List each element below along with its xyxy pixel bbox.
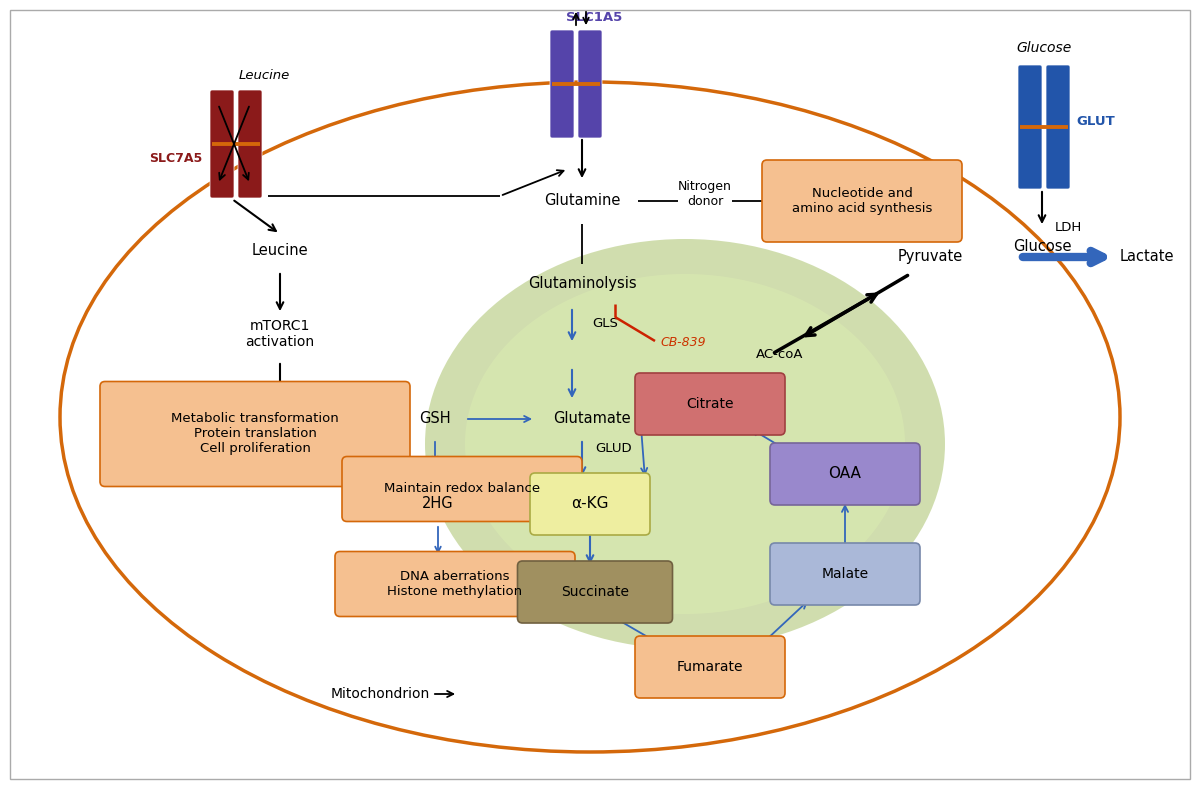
Text: LDH: LDH bbox=[1055, 221, 1081, 234]
Text: Glucose: Glucose bbox=[1013, 240, 1072, 255]
Text: Lactate: Lactate bbox=[1120, 249, 1175, 264]
Text: Glutaminolysis: Glutaminolysis bbox=[528, 276, 636, 291]
Text: SLC7A5: SLC7A5 bbox=[149, 152, 202, 166]
Text: Glucose: Glucose bbox=[1016, 41, 1072, 55]
FancyBboxPatch shape bbox=[578, 30, 602, 138]
Text: Mitochondrion: Mitochondrion bbox=[331, 687, 430, 701]
Text: Pyruvate: Pyruvate bbox=[898, 249, 962, 264]
Text: Leucine: Leucine bbox=[252, 244, 308, 259]
FancyBboxPatch shape bbox=[342, 457, 582, 522]
Text: Nucleotide and
amino acid synthesis: Nucleotide and amino acid synthesis bbox=[792, 187, 932, 215]
FancyBboxPatch shape bbox=[550, 30, 574, 138]
Text: DNA aberrations
Histone methylation: DNA aberrations Histone methylation bbox=[388, 570, 522, 598]
FancyBboxPatch shape bbox=[335, 552, 575, 616]
Ellipse shape bbox=[425, 239, 946, 649]
Text: mTORC1
activation: mTORC1 activation bbox=[246, 319, 314, 349]
FancyBboxPatch shape bbox=[635, 636, 785, 698]
FancyBboxPatch shape bbox=[635, 373, 785, 435]
Text: Nitrogen
donor: Nitrogen donor bbox=[678, 180, 732, 208]
FancyBboxPatch shape bbox=[210, 90, 234, 198]
FancyBboxPatch shape bbox=[1018, 65, 1042, 189]
Text: Metabolic transformation
Protein translation
Cell proliferation: Metabolic transformation Protein transla… bbox=[172, 413, 338, 455]
FancyBboxPatch shape bbox=[530, 473, 650, 535]
Text: OAA: OAA bbox=[828, 466, 862, 481]
Text: GLUT: GLUT bbox=[1076, 115, 1115, 129]
FancyBboxPatch shape bbox=[10, 10, 1190, 779]
Ellipse shape bbox=[466, 274, 905, 614]
FancyBboxPatch shape bbox=[770, 443, 920, 505]
FancyBboxPatch shape bbox=[770, 543, 920, 605]
FancyBboxPatch shape bbox=[517, 561, 672, 623]
Text: AC-coA: AC-coA bbox=[756, 347, 804, 361]
Text: Leucine: Leucine bbox=[239, 69, 289, 82]
FancyBboxPatch shape bbox=[238, 90, 262, 198]
Text: 2HG: 2HG bbox=[422, 496, 454, 511]
Text: Fumarate: Fumarate bbox=[677, 660, 743, 674]
Text: Succinate: Succinate bbox=[562, 585, 629, 599]
Text: Malate: Malate bbox=[822, 567, 869, 581]
FancyBboxPatch shape bbox=[1046, 65, 1070, 189]
FancyBboxPatch shape bbox=[762, 160, 962, 242]
FancyBboxPatch shape bbox=[100, 382, 410, 487]
Text: CB-839: CB-839 bbox=[660, 336, 706, 350]
Text: GLS: GLS bbox=[592, 317, 618, 331]
Text: Maintain redox balance: Maintain redox balance bbox=[384, 483, 540, 495]
Text: SLC1A5: SLC1A5 bbox=[566, 11, 622, 24]
Text: Citrate: Citrate bbox=[686, 397, 733, 411]
Text: GSH: GSH bbox=[419, 412, 451, 427]
Text: α-KG: α-KG bbox=[571, 496, 608, 511]
Text: Glutamate: Glutamate bbox=[553, 412, 631, 427]
Text: GLUD: GLUD bbox=[595, 443, 631, 455]
Text: Glutamine: Glutamine bbox=[544, 193, 620, 208]
